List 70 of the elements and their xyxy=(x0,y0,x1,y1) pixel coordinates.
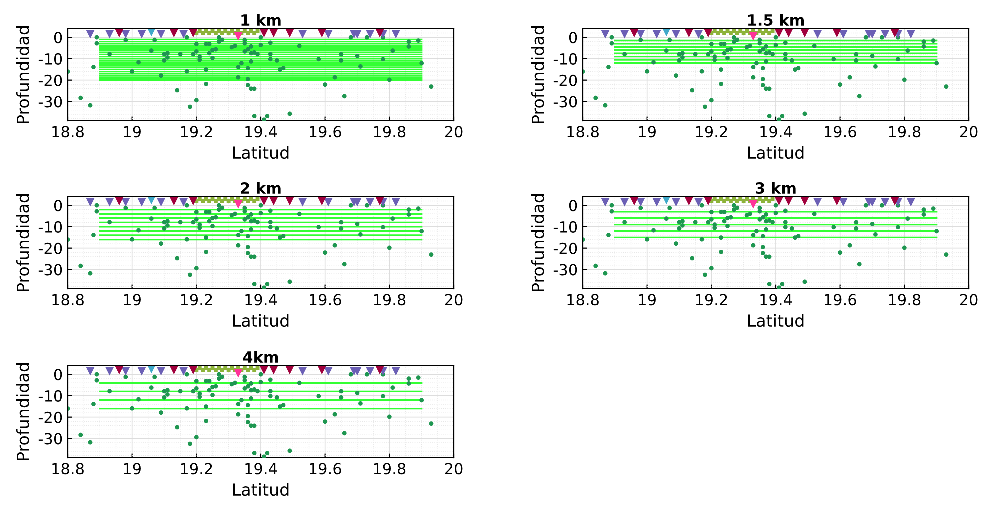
y-tick-label: 0 xyxy=(569,200,578,212)
x-axis-title: Latitud xyxy=(233,146,289,160)
y-tick-label: -10 xyxy=(38,221,62,233)
y-tick-label: -30 xyxy=(38,433,62,445)
x-tick-label: 19.2 xyxy=(181,294,212,306)
x-axis-title: Latitud xyxy=(233,483,289,496)
y-axis-title: Profundidad xyxy=(532,194,544,292)
y-tick-label: -20 xyxy=(38,412,62,424)
x-tick-label: 18.8 xyxy=(52,463,84,475)
y-tick-label: -20 xyxy=(38,74,62,86)
x-tick-label: 19.2 xyxy=(696,294,728,306)
x-tick-label: 19 xyxy=(639,294,656,306)
y-tick-label: -20 xyxy=(554,74,578,86)
x-tick-label: 19.8 xyxy=(889,294,921,306)
x-tick-label: 19.8 xyxy=(374,126,406,138)
x-tick-label: 19.2 xyxy=(181,126,212,138)
x-tick-label: 19 xyxy=(124,294,141,306)
y-axis-title: Profundidad xyxy=(16,26,30,124)
y-tick-label: -10 xyxy=(38,53,62,65)
x-tick-label: 19.4 xyxy=(246,126,278,138)
chart-title: 3 km xyxy=(756,182,796,194)
x-tick-label: 19.8 xyxy=(374,463,406,475)
x-tick-label: 19.4 xyxy=(246,294,278,306)
y-tick-label: -10 xyxy=(38,390,62,402)
x-tick-label: 19.4 xyxy=(760,294,792,306)
y-tick-label: 0 xyxy=(569,32,578,44)
y-tick-label: -20 xyxy=(554,242,578,254)
y-tick-label: -30 xyxy=(38,96,62,108)
y-tick-label: 0 xyxy=(54,32,62,44)
y-axis-title: Profundidad xyxy=(16,194,30,292)
x-tick-label: 18.8 xyxy=(52,294,84,306)
y-tick-label: -20 xyxy=(38,242,62,254)
x-tick-label: 19.6 xyxy=(825,126,856,138)
x-tick-label: 18.8 xyxy=(568,126,599,138)
y-tick-label: -10 xyxy=(554,221,578,233)
x-tick-label: 19.4 xyxy=(760,126,792,138)
chart-title: 2 km xyxy=(241,182,281,194)
x-tick-label: 19.6 xyxy=(310,126,342,138)
chart-title: 4km xyxy=(243,351,278,363)
x-tick-label: 18.8 xyxy=(568,294,599,306)
x-tick-label: 19 xyxy=(639,126,656,138)
x-tick-label: 20 xyxy=(445,126,463,138)
x-axis-title: Latitud xyxy=(748,146,804,160)
y-tick-label: -30 xyxy=(554,96,578,108)
x-tick-label: 19.8 xyxy=(374,294,406,306)
y-tick-label: 0 xyxy=(54,200,62,212)
y-tick-label: 0 xyxy=(54,369,62,381)
x-tick-label: 19.2 xyxy=(696,126,728,138)
y-tick-label: -30 xyxy=(38,264,62,276)
x-axis-title: Latitud xyxy=(748,314,804,328)
x-tick-label: 20 xyxy=(445,463,463,475)
x-tick-label: 19.8 xyxy=(889,126,921,138)
x-tick-label: 19.2 xyxy=(181,463,212,475)
chart-title: 1 km xyxy=(242,14,281,26)
x-tick-label: 18.8 xyxy=(52,126,84,138)
x-tick-label: 19.6 xyxy=(310,294,342,306)
x-tick-label: 19.4 xyxy=(246,463,278,475)
y-axis-title: Profundidad xyxy=(532,26,544,124)
x-tick-label: 19 xyxy=(124,126,141,138)
x-tick-label: 19 xyxy=(124,463,141,475)
y-axis-title: Profundidad xyxy=(16,364,30,460)
x-tick-label: 19.6 xyxy=(825,294,856,306)
x-tick-label: 19.6 xyxy=(310,463,342,475)
x-tick-label: 20 xyxy=(960,294,978,306)
chart-title: 1.5 km xyxy=(748,14,804,26)
y-tick-label: -10 xyxy=(554,53,578,65)
x-tick-label: 20 xyxy=(445,294,463,306)
y-tick-label: -30 xyxy=(554,264,578,276)
x-axis-title: Latitud xyxy=(233,314,289,328)
x-tick-label: 20 xyxy=(960,126,978,138)
